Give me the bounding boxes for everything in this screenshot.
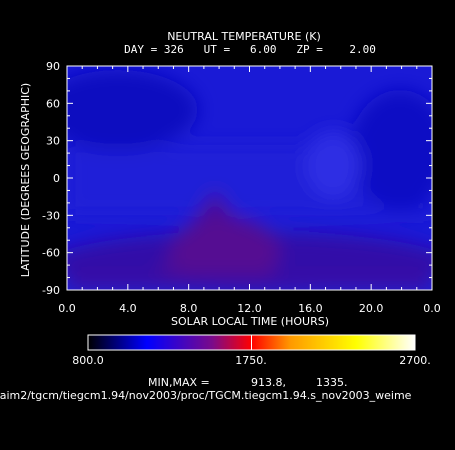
min-value: 913.8, (251, 376, 286, 389)
y-tick-label: -90 (42, 284, 60, 297)
colorbar-mid-label: 1750. (235, 354, 267, 367)
evening-cool-region (350, 90, 432, 210)
chart-subtitle: DAY = 326 UT = 6.00 ZP = 2.00 (124, 43, 376, 56)
max-value: 1335. (316, 376, 348, 389)
minimum-region (67, 70, 198, 150)
maximum-core (170, 217, 280, 287)
minmax-label: MIN,MAX = (148, 376, 210, 389)
y-tick-label: -60 (42, 247, 60, 260)
x-axis: 0.0 4.0 8.0 12.0 16.0 20.0 0.0 (58, 66, 441, 315)
y-axis: -90 -60 -30 0 30 60 90 (42, 60, 432, 297)
x-tick-label: 12.0 (237, 302, 262, 315)
y-tick-label: 30 (46, 135, 60, 148)
x-tick-label: 0.0 (58, 302, 76, 315)
x-tick-label: 4.0 (119, 302, 137, 315)
x-tick-label: 20.0 (359, 302, 384, 315)
heatmap-field (67, 66, 432, 290)
south-pole-band (67, 275, 432, 290)
y-tick-label: 0 (53, 172, 60, 185)
y-tick-label: 90 (46, 60, 60, 73)
colorbar-max-label: 2700. (399, 354, 431, 367)
x-axis-title: SOLAR LOCAL TIME (HOURS) (171, 315, 329, 328)
x-tick-label: 0.0 (423, 302, 441, 315)
afternoon-warm-spot (305, 131, 361, 199)
x-tick-label: 16.0 (298, 302, 323, 315)
y-axis-title: LATITUDE (DEGREES GEOGRAPHIC) (19, 83, 32, 277)
y-tick-label: 60 (46, 97, 60, 110)
file-path: /aim2/tgcm/tiegcm1.94/nov2003/proc/TGCM.… (0, 389, 412, 402)
colorbar-min-label: 800.0 (72, 354, 104, 367)
x-tick-label: 8.0 (180, 302, 198, 315)
y-tick-label: -30 (42, 209, 60, 222)
chart-title: NEUTRAL TEMPERATURE (K) (167, 30, 321, 43)
